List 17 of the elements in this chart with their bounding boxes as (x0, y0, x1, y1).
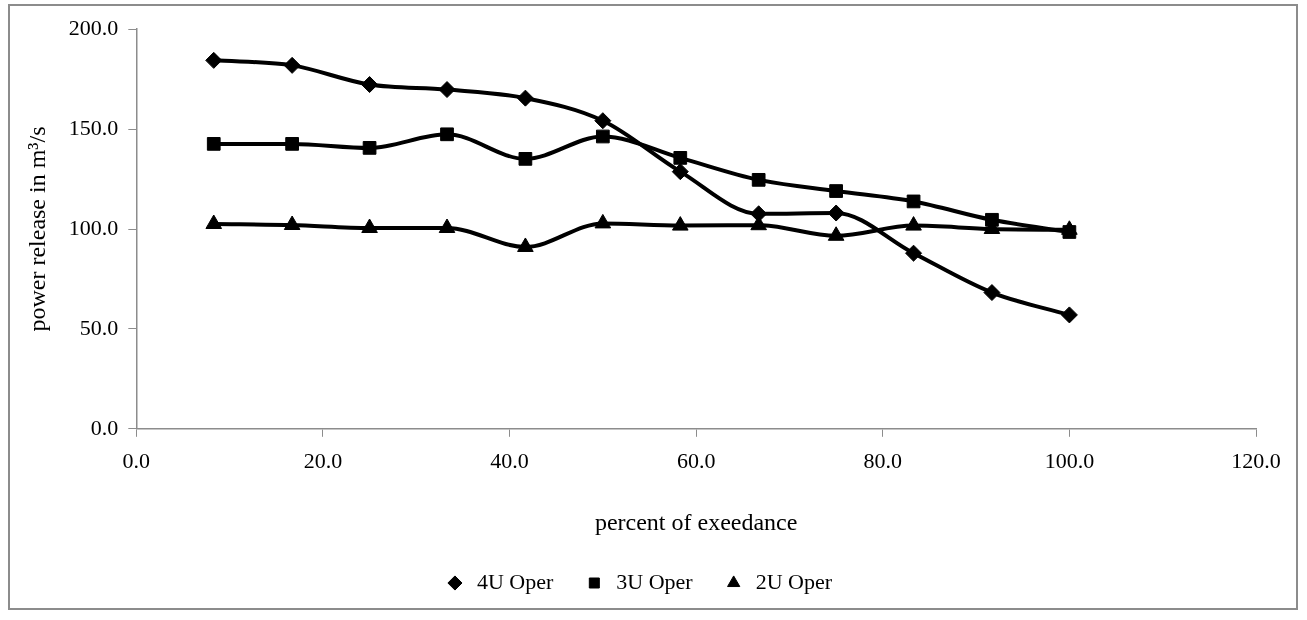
x-tick-label: 0.0 (122, 447, 151, 473)
x-tick-label: 20.0 (303, 447, 343, 473)
y-axis-title: power release in m³/s (23, 126, 50, 332)
y-tick-label: 150.0 (68, 114, 119, 140)
x-tick-label: 120.0 (1231, 447, 1281, 473)
y-tick-label: 100.0 (68, 214, 119, 240)
y-tick-label: 200.0 (68, 14, 119, 40)
x-axis-title: percent of exeedance (594, 508, 798, 535)
y-tick-label: 0.0 (90, 414, 119, 440)
legend-label: 3U Oper (616, 568, 694, 594)
x-tick-label: 60.0 (676, 447, 716, 473)
y-tick-label: 50.0 (79, 314, 119, 340)
legend-label: 2U Oper (755, 568, 833, 594)
x-tick-label: 40.0 (490, 447, 529, 473)
legend-label: 4U Oper (476, 568, 554, 594)
x-tick-label: 100.0 (1044, 447, 1095, 473)
x-tick-label: 80.0 (863, 447, 903, 473)
